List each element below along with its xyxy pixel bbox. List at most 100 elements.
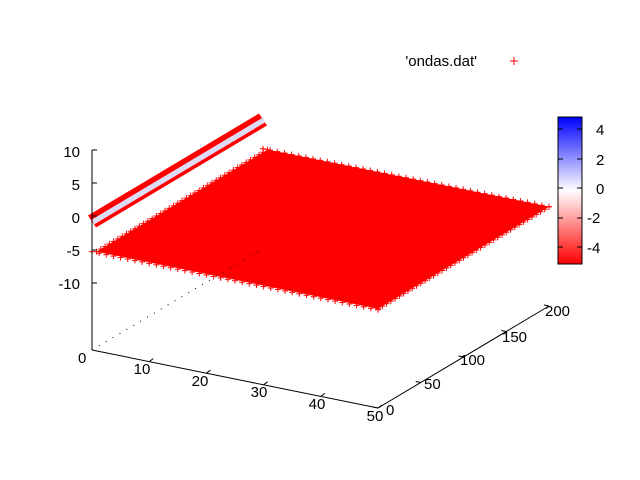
data-point-marker	[460, 254, 467, 261]
data-point-marker	[183, 195, 190, 202]
data-point-marker	[538, 202, 545, 209]
data-point-marker	[477, 244, 484, 251]
data-point-marker	[352, 164, 359, 171]
data-point-marker	[516, 221, 523, 228]
data-point-marker	[310, 293, 317, 300]
data-point-marker	[264, 146, 271, 153]
data-point-marker	[379, 303, 386, 310]
y-tick-label: 150	[502, 329, 527, 346]
data-point-marker	[447, 262, 454, 269]
data-point-marker	[96, 250, 103, 257]
x-tick-label: 10	[134, 361, 151, 378]
x-axis-tick-labels: 10 20 30 40 50	[134, 361, 384, 425]
data-point-marker	[226, 169, 233, 176]
data-point-marker	[140, 220, 147, 227]
z-tick-label: -5	[67, 243, 80, 260]
surface-points	[88, 113, 552, 313]
data-point-marker	[517, 197, 524, 204]
data-point-marker	[260, 283, 267, 290]
legend: 'ondas.dat'	[405, 53, 518, 70]
data-point-marker	[528, 213, 535, 220]
data-point-marker	[430, 272, 437, 279]
y-axis-tick-labels: 0 50 100 150 200	[386, 303, 570, 419]
colorbar: 4 2 0 -2 -4	[557, 116, 604, 265]
data-point-marker	[153, 212, 160, 219]
data-point-marker	[170, 202, 177, 209]
data-point-marker	[383, 300, 390, 307]
data-point-marker	[267, 147, 274, 154]
data-point-marker	[494, 234, 501, 241]
y-tick-label: 0	[386, 402, 394, 419]
data-point-marker	[360, 166, 367, 173]
data-point-marker	[213, 177, 220, 184]
data-point-marker	[417, 177, 424, 184]
axes	[91, 149, 550, 409]
data-point-marker	[417, 280, 424, 287]
data-point-marker	[410, 176, 417, 183]
data-point-marker	[281, 150, 288, 157]
data-point-marker	[296, 290, 303, 297]
data-point-marker	[537, 208, 544, 215]
y-tick	[415, 381, 421, 383]
data-point-marker	[157, 210, 164, 217]
data-point-marker	[360, 303, 367, 310]
data-point-marker	[488, 192, 495, 199]
x-origin-label: 0	[78, 350, 86, 367]
z-axis-ticks	[92, 149, 97, 284]
data-point-marker	[232, 277, 238, 284]
legend-series-label: 'ondas.dat'	[405, 53, 477, 70]
data-point-marker	[243, 159, 250, 166]
data-point-marker	[467, 187, 474, 194]
data-point-marker	[251, 154, 258, 161]
data-point-marker	[387, 298, 394, 305]
data-point-marker	[404, 287, 411, 294]
data-point-marker	[200, 184, 207, 191]
data-point-marker	[486, 239, 493, 246]
data-point-marker	[474, 189, 481, 196]
data-point-marker	[495, 193, 502, 200]
data-point-marker	[345, 163, 352, 170]
data-point-marker	[346, 300, 353, 307]
data-point-marker	[204, 182, 211, 189]
data-point-marker	[324, 296, 331, 303]
data-point-marker	[234, 164, 241, 171]
data-point-marker	[374, 168, 381, 175]
surface-fill	[96, 149, 550, 309]
data-point-marker	[424, 179, 431, 186]
z-tick-label: 10	[63, 144, 80, 161]
data-point-marker	[456, 257, 463, 264]
x-tick	[148, 358, 154, 363]
data-point-marker	[136, 223, 143, 230]
data-point-marker	[541, 206, 548, 213]
data-point-marker	[97, 246, 104, 253]
x-tick-label: 20	[192, 373, 209, 390]
y-tick	[501, 330, 507, 332]
data-point-marker	[181, 267, 188, 274]
data-point-marker	[260, 149, 267, 156]
data-point-marker	[110, 238, 117, 245]
data-point-marker	[332, 298, 339, 305]
x-tick	[377, 404, 383, 409]
data-point-marker	[124, 256, 131, 262]
x-tick-label: 30	[251, 384, 268, 401]
x-tick-label: 50	[367, 408, 384, 425]
data-point-marker	[106, 241, 113, 248]
data-point-marker	[282, 287, 289, 294]
data-point-marker	[221, 172, 228, 179]
data-point-marker	[303, 292, 310, 299]
x-tick	[206, 369, 211, 374]
data-point-marker	[103, 251, 110, 258]
x-tick-label: 40	[309, 396, 326, 413]
data-point-marker	[481, 242, 488, 248]
data-point-marker	[179, 197, 186, 204]
data-point-marker	[203, 271, 210, 278]
data-point-marker	[196, 270, 203, 277]
data-point-marker	[117, 254, 124, 261]
data-point-marker	[114, 235, 121, 242]
data-point-marker	[267, 285, 274, 291]
surface-band	[92, 117, 265, 225]
data-point-marker	[274, 286, 281, 293]
data-point-marker	[524, 216, 531, 223]
colorbar-gradient	[557, 116, 583, 265]
data-point-marker	[510, 196, 517, 203]
